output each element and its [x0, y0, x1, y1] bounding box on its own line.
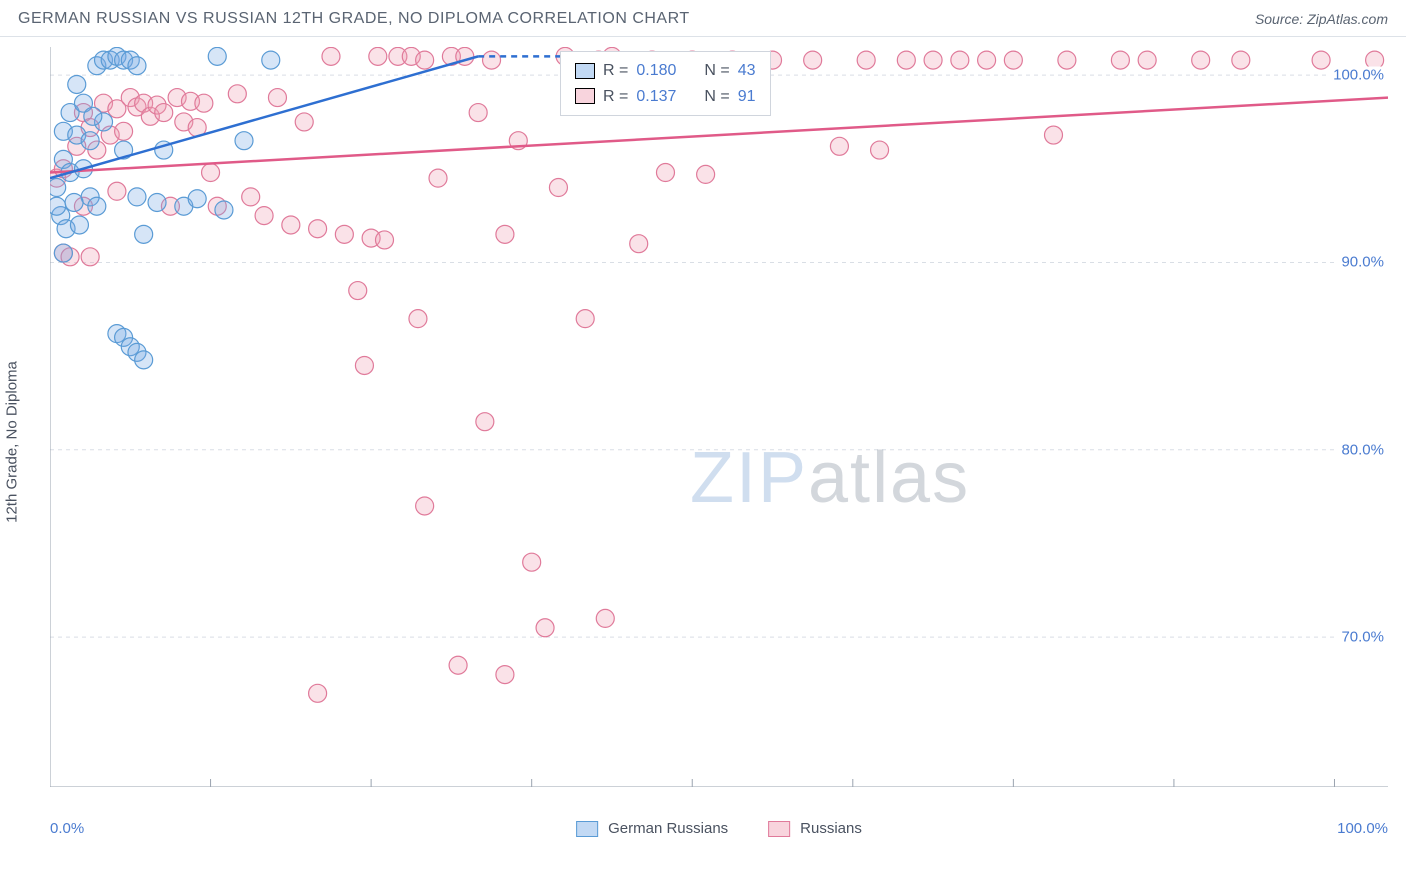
legend-swatch-blue-icon — [576, 821, 598, 837]
source-name: ZipAtlas.com — [1307, 11, 1388, 27]
x-axis-row: 0.0% German Russians Russians 100.0% — [50, 792, 1388, 847]
y-tick-label: 90.0% — [1337, 254, 1388, 271]
legend-item-b: Russians — [768, 820, 862, 837]
y-axis-label: 12th Grade, No Diploma — [4, 361, 21, 523]
y-tick-label: 80.0% — [1337, 441, 1388, 458]
r-value-b: 0.137 — [636, 84, 676, 110]
r-value-a: 0.180 — [636, 58, 676, 84]
swatch-pink-icon — [575, 88, 595, 104]
scatter-plot — [50, 47, 1388, 787]
legend-swatch-pink-icon — [768, 821, 790, 837]
x-max-label: 100.0% — [1337, 820, 1388, 837]
plot-host — [50, 47, 1388, 787]
stats-legend: R = 0.180 N = 43 R = 0.137 N = 91 — [560, 51, 771, 116]
n-value-a: 43 — [738, 58, 756, 84]
n-label-a: N = — [704, 58, 729, 84]
chart-header: GERMAN RUSSIAN VS RUSSIAN 12TH GRADE, NO… — [0, 0, 1406, 37]
legend-label-a: German Russians — [608, 820, 728, 837]
n-value-b: 91 — [738, 84, 756, 110]
legend-item-a: German Russians — [576, 820, 728, 837]
stats-row-a: R = 0.180 N = 43 — [575, 58, 756, 84]
stats-row-b: R = 0.137 N = 91 — [575, 84, 756, 110]
r-label-a: R = — [603, 58, 628, 84]
legend-label-b: Russians — [800, 820, 862, 837]
chart-title: GERMAN RUSSIAN VS RUSSIAN 12TH GRADE, NO… — [18, 10, 690, 28]
series-legend: German Russians Russians — [576, 820, 862, 837]
swatch-blue-icon — [575, 63, 595, 79]
r-label-b: R = — [603, 84, 628, 110]
n-label-b: N = — [704, 84, 729, 110]
x-min-label: 0.0% — [50, 820, 84, 837]
chart-area: 12th Grade, No Diploma ZIPatlas R = 0.18… — [0, 37, 1406, 847]
y-tick-label: 100.0% — [1329, 67, 1388, 84]
chart-source: Source: ZipAtlas.com — [1255, 11, 1388, 27]
y-tick-label: 70.0% — [1337, 629, 1388, 646]
source-prefix: Source: — [1255, 11, 1307, 27]
